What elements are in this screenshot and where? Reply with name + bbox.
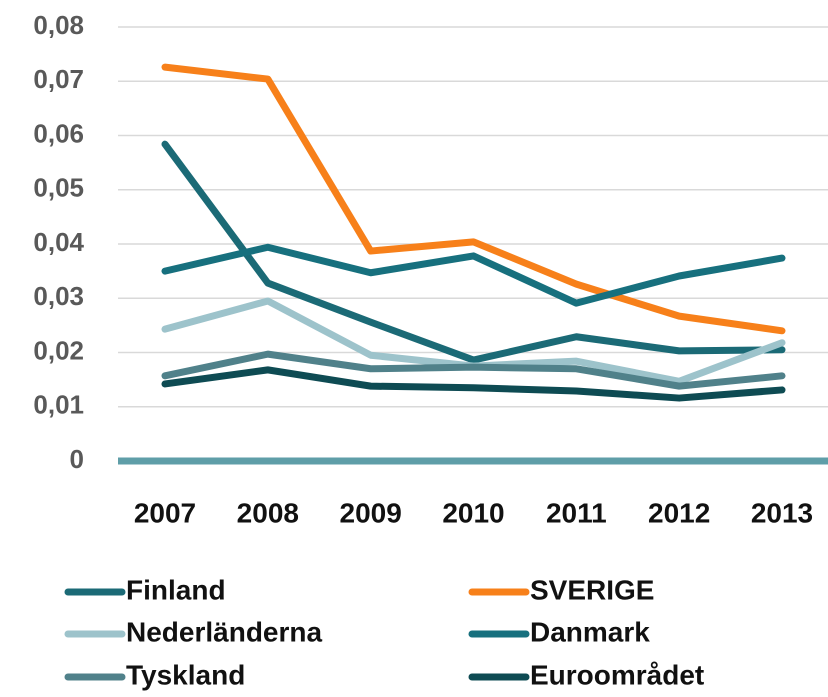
y-tick-label: 0,02 (33, 335, 84, 365)
x-tick-label: 2007 (134, 497, 196, 528)
x-tick-label: 2010 (442, 497, 504, 528)
x-tick-label: 2008 (237, 497, 299, 528)
legend-label: Tyskland (126, 659, 245, 690)
legend-label: Danmark (530, 616, 650, 647)
legend-label: Euroområdet (530, 659, 704, 690)
y-tick-label: 0 (70, 444, 84, 474)
series-line (161, 366, 786, 402)
x-tick-label: 2012 (648, 497, 710, 528)
legend-label: Nederländerna (126, 616, 322, 647)
x-tick-label: 2009 (340, 497, 402, 528)
legend-label: SVERIGE (530, 574, 654, 605)
x-tick-label: 2011 (546, 497, 607, 528)
series-line (161, 243, 786, 307)
y-tick-label: 0,07 (33, 64, 84, 94)
series-line (161, 350, 786, 390)
x-tick-label: 2013 (751, 497, 813, 528)
y-tick-label: 0,01 (33, 390, 84, 420)
y-tick-label: 0,08 (33, 10, 84, 40)
y-tick-label: 0,03 (33, 281, 84, 311)
series-line (161, 63, 786, 335)
y-tick-label: 0,06 (33, 118, 84, 148)
y-tick-label: 0,04 (33, 227, 84, 257)
y-tick-label: 0,05 (33, 173, 84, 203)
legend-label: Finland (126, 574, 226, 605)
series-line (161, 140, 786, 364)
